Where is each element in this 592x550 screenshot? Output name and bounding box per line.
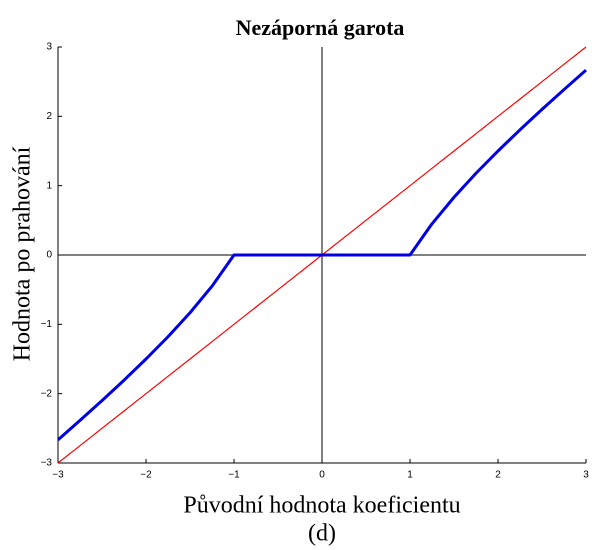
x-tick-label: 1 (407, 470, 413, 481)
y-tick-label: −2 (41, 388, 53, 399)
x-tick-label: 2 (495, 470, 501, 481)
y-tick-label: 3 (46, 42, 52, 53)
y-tick-label: 1 (46, 180, 52, 191)
series-line (57, 68, 587, 442)
x-tick-label: 3 (583, 470, 589, 481)
x-axis-label: Původní hodnota koeficientu (183, 493, 460, 519)
y-tick-label: −1 (41, 319, 53, 330)
y-tick-label: 0 (46, 250, 52, 261)
chart-title: Nezáporná garota (236, 15, 405, 40)
x-tick-label: −1 (228, 470, 240, 481)
y-tick-label: 2 (46, 111, 52, 122)
y-axis-label: Hodnota po prahování (10, 146, 36, 361)
x-tick-label: −3 (52, 470, 64, 481)
subtitle: (d) (308, 521, 336, 547)
x-tick-label: 0 (319, 470, 325, 481)
x-tick-label: −2 (140, 470, 152, 481)
y-tick-label: −3 (41, 458, 53, 469)
